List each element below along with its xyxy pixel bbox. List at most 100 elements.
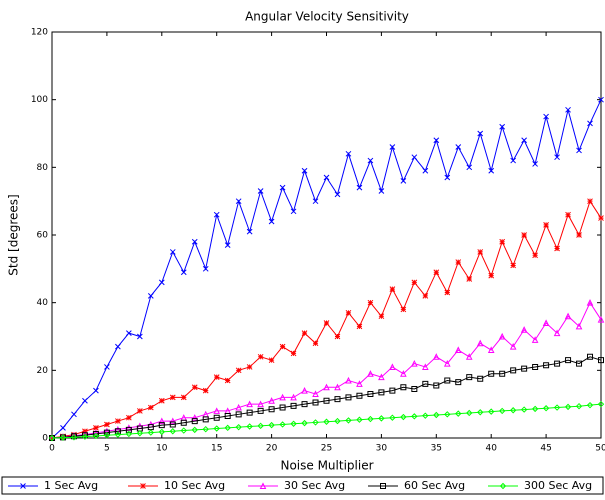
marker — [345, 309, 352, 316]
marker — [531, 336, 539, 343]
marker — [575, 322, 583, 330]
marker — [323, 397, 330, 404]
marker — [400, 413, 407, 421]
marker — [81, 433, 89, 440]
marker — [202, 425, 209, 433]
marker — [587, 353, 594, 360]
marker — [598, 96, 604, 103]
marker — [158, 428, 166, 436]
marker — [70, 434, 78, 441]
marker — [389, 286, 396, 292]
marker — [521, 365, 528, 372]
marker — [191, 426, 198, 434]
marker — [433, 269, 440, 276]
marker — [345, 394, 352, 401]
marker — [268, 218, 275, 225]
marker — [312, 390, 319, 398]
marker — [169, 249, 176, 255]
marker — [158, 279, 165, 286]
marker — [301, 401, 308, 408]
marker — [378, 313, 385, 320]
marker — [301, 330, 308, 336]
marker — [334, 333, 341, 340]
marker — [465, 353, 473, 360]
marker — [136, 333, 143, 340]
marker — [597, 400, 605, 408]
marker — [378, 389, 385, 396]
marker — [246, 409, 253, 416]
marker — [400, 306, 407, 313]
marker — [279, 404, 286, 411]
marker — [389, 414, 396, 421]
marker — [235, 423, 242, 431]
marker — [224, 413, 231, 420]
x-tick-label: 20 — [266, 444, 278, 454]
marker — [246, 400, 253, 408]
y-tick-label: 80 — [37, 163, 49, 173]
marker — [411, 279, 418, 286]
marker — [444, 411, 451, 418]
marker — [400, 384, 407, 391]
marker — [564, 312, 572, 320]
marker — [532, 161, 538, 167]
marker — [235, 403, 242, 411]
marker — [510, 157, 517, 164]
marker — [334, 383, 341, 391]
marker — [432, 353, 440, 360]
marker — [422, 293, 429, 299]
marker — [455, 144, 462, 150]
marker — [268, 406, 275, 413]
marker — [136, 408, 143, 414]
marker — [257, 188, 264, 194]
marker — [323, 383, 330, 391]
marker — [422, 380, 429, 387]
marker — [323, 174, 330, 181]
marker — [312, 198, 319, 205]
marker — [466, 276, 473, 282]
marker — [433, 137, 440, 144]
x-tick-label: 45 — [540, 444, 551, 454]
marker — [103, 432, 111, 439]
marker — [290, 420, 297, 427]
marker — [455, 379, 462, 386]
y-tick-label: 40 — [37, 298, 49, 308]
marker — [147, 293, 154, 299]
marker — [136, 430, 144, 437]
marker — [356, 392, 363, 399]
marker — [158, 397, 165, 404]
marker — [411, 154, 418, 161]
marker — [345, 150, 352, 157]
marker — [290, 208, 297, 215]
marker — [598, 357, 604, 364]
marker — [411, 413, 418, 420]
marker — [213, 374, 220, 380]
marker — [356, 416, 363, 423]
marker — [224, 377, 231, 384]
marker — [510, 367, 517, 374]
marker — [356, 323, 363, 330]
marker — [389, 363, 396, 370]
marker — [202, 265, 209, 272]
marker — [301, 387, 308, 394]
marker — [147, 424, 154, 431]
legend-label: 10 Sec Avg — [164, 479, 225, 492]
marker — [356, 380, 363, 387]
series-line — [51, 356, 602, 439]
x-tick-label: 25 — [321, 444, 332, 454]
marker — [268, 357, 275, 364]
marker — [114, 431, 122, 438]
marker — [257, 407, 264, 414]
marker — [367, 370, 374, 377]
marker — [235, 367, 242, 374]
marker — [246, 228, 253, 235]
marker — [147, 429, 155, 436]
x-tick-label: 10 — [156, 444, 168, 454]
marker — [433, 382, 440, 389]
marker — [531, 405, 539, 413]
marker — [48, 434, 56, 442]
marker — [115, 418, 121, 424]
marker — [498, 407, 506, 415]
marker — [136, 425, 143, 432]
marker — [553, 329, 561, 337]
